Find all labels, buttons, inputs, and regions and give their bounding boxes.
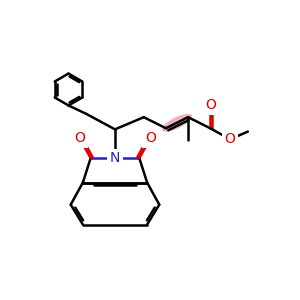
- Text: N: N: [110, 151, 120, 165]
- Text: O: O: [74, 131, 85, 145]
- Text: O: O: [205, 98, 216, 112]
- Text: O: O: [225, 132, 236, 146]
- Ellipse shape: [162, 114, 192, 132]
- Text: O: O: [145, 131, 156, 145]
